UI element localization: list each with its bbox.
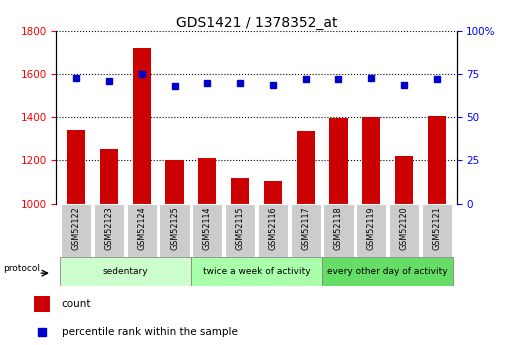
Bar [258, 204, 288, 257]
Text: percentile rank within the sample: percentile rank within the sample [62, 327, 238, 337]
Bar [356, 204, 386, 257]
Bar [100, 149, 118, 204]
Text: GSM52120: GSM52120 [400, 206, 408, 250]
Bar [61, 204, 91, 257]
Bar [127, 204, 157, 257]
Bar [94, 204, 124, 257]
Title: GDS1421 / 1378352_at: GDS1421 / 1378352_at [176, 16, 337, 30]
Bar [389, 204, 419, 257]
Bar [67, 130, 85, 204]
Bar [322, 257, 453, 286]
Bar [297, 131, 314, 204]
Bar [199, 158, 216, 204]
Bar [166, 160, 184, 204]
Text: GSM52116: GSM52116 [268, 206, 278, 250]
Text: twice a week of activity: twice a week of activity [203, 267, 310, 276]
Text: GSM52121: GSM52121 [432, 206, 441, 250]
Bar [160, 204, 190, 257]
Text: sedentary: sedentary [103, 267, 148, 276]
Text: protocol: protocol [3, 264, 40, 273]
Bar [192, 204, 223, 257]
Text: GSM52119: GSM52119 [367, 206, 376, 250]
Bar [395, 156, 413, 204]
Bar [225, 204, 255, 257]
Bar [422, 204, 452, 257]
Text: GSM52124: GSM52124 [137, 206, 146, 250]
Text: GSM52125: GSM52125 [170, 206, 179, 250]
Bar [329, 118, 347, 204]
Text: GSM52115: GSM52115 [235, 206, 245, 250]
Bar [323, 204, 353, 257]
Bar [191, 257, 322, 286]
Bar [133, 48, 151, 204]
Text: GSM52123: GSM52123 [105, 206, 113, 250]
Text: GSM52114: GSM52114 [203, 206, 212, 250]
Bar [428, 116, 446, 204]
Bar [231, 178, 249, 204]
Text: count: count [62, 299, 91, 309]
Bar [60, 257, 191, 286]
Text: GSM52122: GSM52122 [72, 206, 81, 250]
Text: GSM52117: GSM52117 [301, 206, 310, 250]
Text: GSM52118: GSM52118 [334, 206, 343, 250]
Bar [290, 204, 321, 257]
Text: every other day of activity: every other day of activity [327, 267, 448, 276]
Bar [264, 181, 282, 204]
Bar [362, 117, 380, 204]
Bar [34, 296, 50, 312]
